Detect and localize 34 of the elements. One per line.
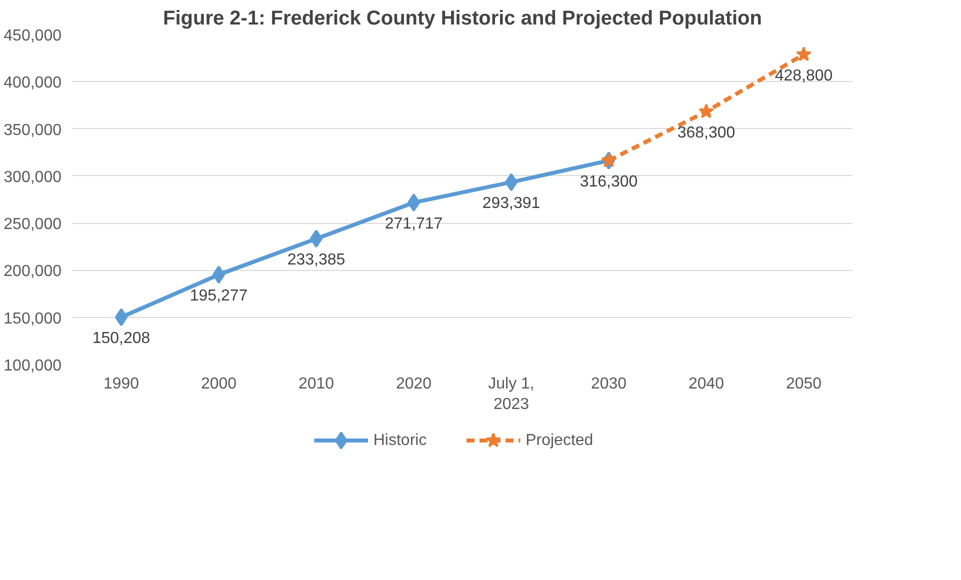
x-tick-label: 2020 xyxy=(396,376,432,392)
point xyxy=(310,230,323,248)
x-tick-label: July 1, 2023 xyxy=(488,376,534,413)
data-label: 271,717 xyxy=(384,216,443,233)
y-tick-label: 400,000 xyxy=(4,74,62,92)
point xyxy=(796,46,812,62)
x-tick-label: 2000 xyxy=(200,376,237,392)
point xyxy=(212,266,226,284)
data-label: 368,300 xyxy=(677,124,736,142)
point xyxy=(504,173,518,192)
y-tick-label: 350,000 xyxy=(4,122,62,139)
data-label: 293,391 xyxy=(482,195,540,212)
chart-title: Figure 2-1: Frederick County Historic and Projected Population xyxy=(163,8,762,30)
x-tick-label: 1990 xyxy=(103,376,140,392)
x-tick-label: 2050 xyxy=(786,376,822,392)
y-tick-label: 250,000 xyxy=(4,216,62,234)
data-label: 150,208 xyxy=(92,330,150,348)
y-tick-label: 200,000 xyxy=(4,263,62,280)
point xyxy=(698,104,714,118)
data-label: 195,277 xyxy=(190,288,248,305)
legend-label: Projected xyxy=(526,432,594,449)
point xyxy=(114,308,128,326)
point xyxy=(407,194,420,212)
y-tick-label: 150,000 xyxy=(4,310,62,328)
x-tick-label: 2030 xyxy=(590,376,627,392)
x-tick-label: 2010 xyxy=(298,376,334,392)
data-label: 428,800 xyxy=(774,67,833,84)
data-label: 233,385 xyxy=(287,252,346,269)
y-tick-label: 100,000 xyxy=(4,358,62,374)
legend-label: Historic xyxy=(373,432,427,449)
data-label: 316,300 xyxy=(580,174,638,191)
x-tick-label: 2040 xyxy=(688,376,724,392)
y-tick-label: 450,000 xyxy=(4,28,62,44)
y-tick-label: 300,000 xyxy=(4,168,62,186)
